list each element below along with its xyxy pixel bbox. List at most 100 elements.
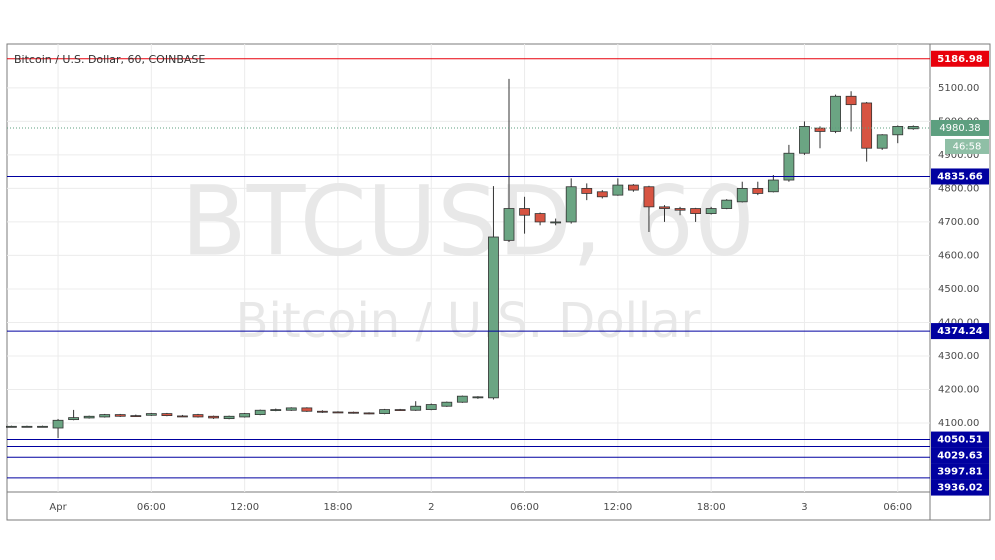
candle-body [612, 184, 624, 196]
level-label-box [931, 323, 989, 340]
x-tick-label: 18:00 [324, 502, 353, 513]
candle-body [519, 208, 530, 216]
watermark: BTCUSD, 60 [181, 165, 755, 277]
y-tick-label: 4400.00 [938, 317, 979, 328]
candle-body [192, 414, 204, 418]
candle-body [534, 213, 546, 223]
candle-body [876, 134, 888, 149]
candle-body [892, 126, 904, 136]
candle-body [456, 395, 468, 403]
candle-body [332, 411, 344, 414]
candle-body [674, 208, 686, 211]
candle-body [316, 410, 328, 413]
level-label: 4029.63 [937, 451, 983, 462]
candle-body [799, 126, 810, 154]
candle-body [363, 412, 375, 415]
candle-body [581, 188, 593, 194]
x-tick-label: Apr [49, 502, 67, 513]
candle-body [752, 188, 764, 194]
level-label: 4050.51 [937, 435, 983, 446]
candle-body [425, 404, 437, 410]
level-label-box [931, 50, 989, 67]
candle-body [596, 191, 608, 198]
level-label-box [931, 431, 989, 448]
candle-body [223, 415, 235, 420]
candle-body [628, 184, 639, 191]
candle-body [145, 413, 157, 416]
candle-body [643, 186, 655, 208]
x-tick-label: 06:00 [137, 502, 166, 513]
candle-body [270, 409, 282, 411]
level-label-box [931, 479, 989, 496]
candle-body [659, 206, 670, 209]
x-tick-label: 06:00 [510, 502, 539, 513]
candle-body [736, 188, 748, 203]
y-tick-label: 4100.00 [938, 418, 979, 429]
countdown-box [945, 138, 989, 154]
candle-body [410, 405, 422, 411]
candle-body [845, 95, 857, 106]
candle-body [565, 186, 577, 223]
candle-body [208, 415, 219, 419]
y-tick-label: 4700.00 [938, 217, 979, 228]
candle-body [130, 415, 142, 418]
candle-body [550, 221, 562, 224]
candle-body [301, 407, 313, 412]
y-tick-label: 4500.00 [938, 284, 979, 295]
x-tick-label: 12:00 [230, 502, 259, 513]
last-price-box [931, 119, 989, 136]
level-label: 4374.24 [937, 326, 983, 337]
level-label: 4835.66 [937, 171, 983, 182]
x-tick-label: 3 [801, 502, 807, 513]
x-tick-label: 2 [428, 502, 434, 513]
y-tick-label: 4600.00 [938, 250, 979, 261]
candle-body [690, 208, 701, 214]
candle-body [83, 415, 95, 419]
candle-body [721, 199, 733, 209]
level-label-box [931, 463, 989, 480]
candle-body [503, 208, 515, 241]
watermark-subtitle: Bitcoin / U.S. Dollar [236, 293, 701, 349]
level-label: 3936.02 [937, 483, 983, 494]
candle-body [705, 208, 717, 214]
candle-body [767, 179, 779, 193]
candle-body [177, 415, 188, 418]
candle-body [379, 409, 391, 414]
candle-body [21, 425, 33, 428]
candle-body [861, 102, 873, 149]
y-tick-label: 5100.00 [938, 83, 979, 94]
level-label: 5186.98 [937, 54, 983, 65]
candle-body [472, 396, 484, 399]
y-tick-label: 4900.00 [938, 150, 979, 161]
candle-body [114, 414, 126, 417]
candle-body [68, 417, 79, 421]
candle-body [441, 401, 453, 407]
candle-body [99, 414, 111, 418]
candle-body [285, 407, 297, 411]
candle-body [814, 127, 826, 132]
y-tick-label: 4800.00 [938, 183, 979, 194]
candle-body [52, 419, 64, 429]
y-tick-label: 4300.00 [938, 351, 979, 362]
candle-body [239, 413, 251, 418]
candle-body [161, 413, 173, 417]
level-label-box [931, 168, 989, 185]
candle-body [37, 425, 48, 428]
x-tick-label: 12:00 [603, 502, 632, 513]
candle-body [348, 411, 359, 414]
candle-body [394, 409, 406, 411]
x-tick-label: 18:00 [697, 502, 726, 513]
countdown-label: 46:58 [953, 141, 982, 152]
candle-body [488, 236, 499, 399]
candle-body [830, 95, 841, 132]
x-tick-label: 06:00 [883, 502, 912, 513]
candle-body [6, 425, 17, 428]
candle-body [783, 152, 795, 181]
level-label-box [931, 447, 989, 464]
chart-title: Bitcoin / U.S. Dollar, 60, COINBASE [14, 53, 205, 66]
level-label: 3997.81 [937, 467, 983, 478]
y-tick-label: 4200.00 [938, 384, 979, 395]
last-price-label: 4980.38 [939, 123, 980, 134]
candle-body [254, 409, 266, 415]
